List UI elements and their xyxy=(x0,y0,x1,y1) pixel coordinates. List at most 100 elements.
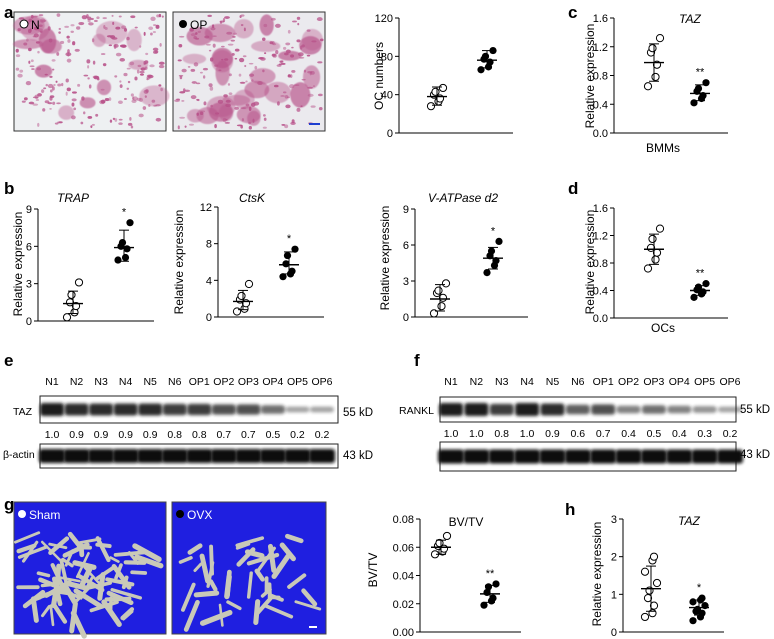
stained-nucleus xyxy=(28,60,31,64)
target-band xyxy=(285,406,310,413)
lane-label: OP6 xyxy=(719,376,740,388)
stained-nucleus xyxy=(73,107,77,111)
stained-nucleus xyxy=(58,27,62,31)
stained-nucleus xyxy=(123,97,127,100)
stained-nucleus xyxy=(30,59,34,63)
significance-marker: * xyxy=(122,207,127,219)
osteoclast-cell xyxy=(13,39,44,50)
lane-label: N1 xyxy=(444,376,458,388)
stained-nucleus xyxy=(35,99,40,101)
lane-label: OP4 xyxy=(669,376,690,388)
band-ratio: 0.8 xyxy=(167,429,182,441)
lane-label: N2 xyxy=(470,376,484,388)
filled-data-point xyxy=(291,245,299,253)
stained-nucleus xyxy=(190,95,197,100)
open-circle-marker xyxy=(18,510,26,518)
stained-nucleus xyxy=(153,50,158,54)
y-tick-label: 1.6 xyxy=(593,13,608,25)
y-tick-label: 6 xyxy=(403,240,409,252)
band-ratio: 1.0 xyxy=(520,428,535,440)
stained-nucleus xyxy=(159,43,162,47)
trabecula xyxy=(301,588,318,607)
chart-trap: Relative expression TRAP 0 3 6 9 * xyxy=(11,191,154,328)
stained-nucleus xyxy=(56,13,61,17)
stained-nucleus xyxy=(177,125,180,130)
stained-nucleus xyxy=(179,75,183,80)
open-data-point xyxy=(442,531,452,541)
band-ratio: 0.5 xyxy=(266,429,281,441)
control-band xyxy=(640,449,667,464)
filled-data-point xyxy=(492,580,500,588)
stained-nucleus xyxy=(317,93,323,97)
y-tick-label: 8 xyxy=(206,239,212,251)
microct-ovx-label: OVX xyxy=(187,508,212,522)
panel-label-a: a xyxy=(4,3,14,22)
target-band xyxy=(718,406,742,413)
lane-label: OP5 xyxy=(694,376,715,388)
stained-nucleus xyxy=(109,119,113,123)
stained-nucleus xyxy=(184,125,187,128)
trabecula xyxy=(255,596,273,615)
trabecula xyxy=(49,604,55,627)
stained-nucleus xyxy=(56,52,60,56)
filled-data-point xyxy=(283,251,292,260)
band-ratio: 0.4 xyxy=(672,428,687,440)
chart-bv-tv: BV/TV BV/TV 0.00 0.02 0.04 0.06 0.08 ** xyxy=(366,514,521,639)
micrograph-normal: N xyxy=(13,11,170,132)
stained-nucleus xyxy=(136,69,140,74)
y-tick-label: 80 xyxy=(381,51,393,63)
chart-h-ylabel: Relative expression xyxy=(590,522,604,627)
control-band xyxy=(717,449,743,464)
stained-nucleus xyxy=(19,69,24,73)
y-tick-label: 0.0 xyxy=(593,128,608,140)
stained-nucleus xyxy=(80,121,84,125)
stained-nucleus xyxy=(28,101,35,105)
stained-nucleus xyxy=(248,62,254,65)
significance-marker: * xyxy=(697,582,702,594)
lane-label: OP2 xyxy=(618,376,639,388)
y-tick-label: 6 xyxy=(26,241,32,253)
y-tick-label: 1.2 xyxy=(593,42,608,54)
filled-data-point xyxy=(282,260,290,268)
stained-nucleus xyxy=(66,87,71,92)
stained-nucleus xyxy=(104,97,110,102)
trabecula xyxy=(72,560,97,570)
stained-nucleus xyxy=(100,99,106,104)
open-data-point xyxy=(62,313,72,322)
osteoclast-cell xyxy=(215,60,230,86)
trabecula xyxy=(51,602,68,624)
stained-nucleus xyxy=(244,64,247,68)
stained-nucleus xyxy=(102,63,107,67)
control-band xyxy=(259,449,286,463)
stained-nucleus xyxy=(272,53,277,58)
osteoclast-cell xyxy=(96,79,112,96)
blot-e-control-label: β-actin xyxy=(3,449,35,461)
stained-nucleus xyxy=(71,98,77,102)
trabecula xyxy=(224,574,232,600)
stained-nucleus xyxy=(310,105,316,108)
y-tick-label: 0 xyxy=(206,312,212,324)
stained-nucleus xyxy=(275,50,279,55)
stained-nucleus xyxy=(214,123,217,129)
stained-nucleus xyxy=(219,20,225,23)
chart-g-ylabel: BV/TV xyxy=(366,553,380,588)
lane-label: N4 xyxy=(119,376,133,388)
chart-taz-ocs: Relative expression OCs 0.0 0.4 0.8 1.2 1.6 *… xyxy=(583,203,728,335)
trabecula xyxy=(40,540,61,561)
open-data-point xyxy=(67,290,76,299)
stained-nucleus xyxy=(54,122,59,125)
stained-nucleus xyxy=(254,65,258,70)
y-tick-label: 0.02 xyxy=(393,599,414,611)
stained-nucleus xyxy=(130,125,134,129)
band-ratio: 1.0 xyxy=(469,428,484,440)
microct-ovx: OVX xyxy=(171,501,327,635)
stained-nucleus xyxy=(158,64,165,69)
band-ratio: 0.9 xyxy=(118,429,133,441)
filled-data-point xyxy=(483,269,491,277)
stained-nucleus xyxy=(37,50,40,54)
lane-label: OP2 xyxy=(213,376,234,388)
trabecula xyxy=(41,605,51,618)
stained-nucleus xyxy=(155,24,160,29)
stained-nucleus xyxy=(188,123,194,126)
lane-label: OP4 xyxy=(262,376,283,388)
